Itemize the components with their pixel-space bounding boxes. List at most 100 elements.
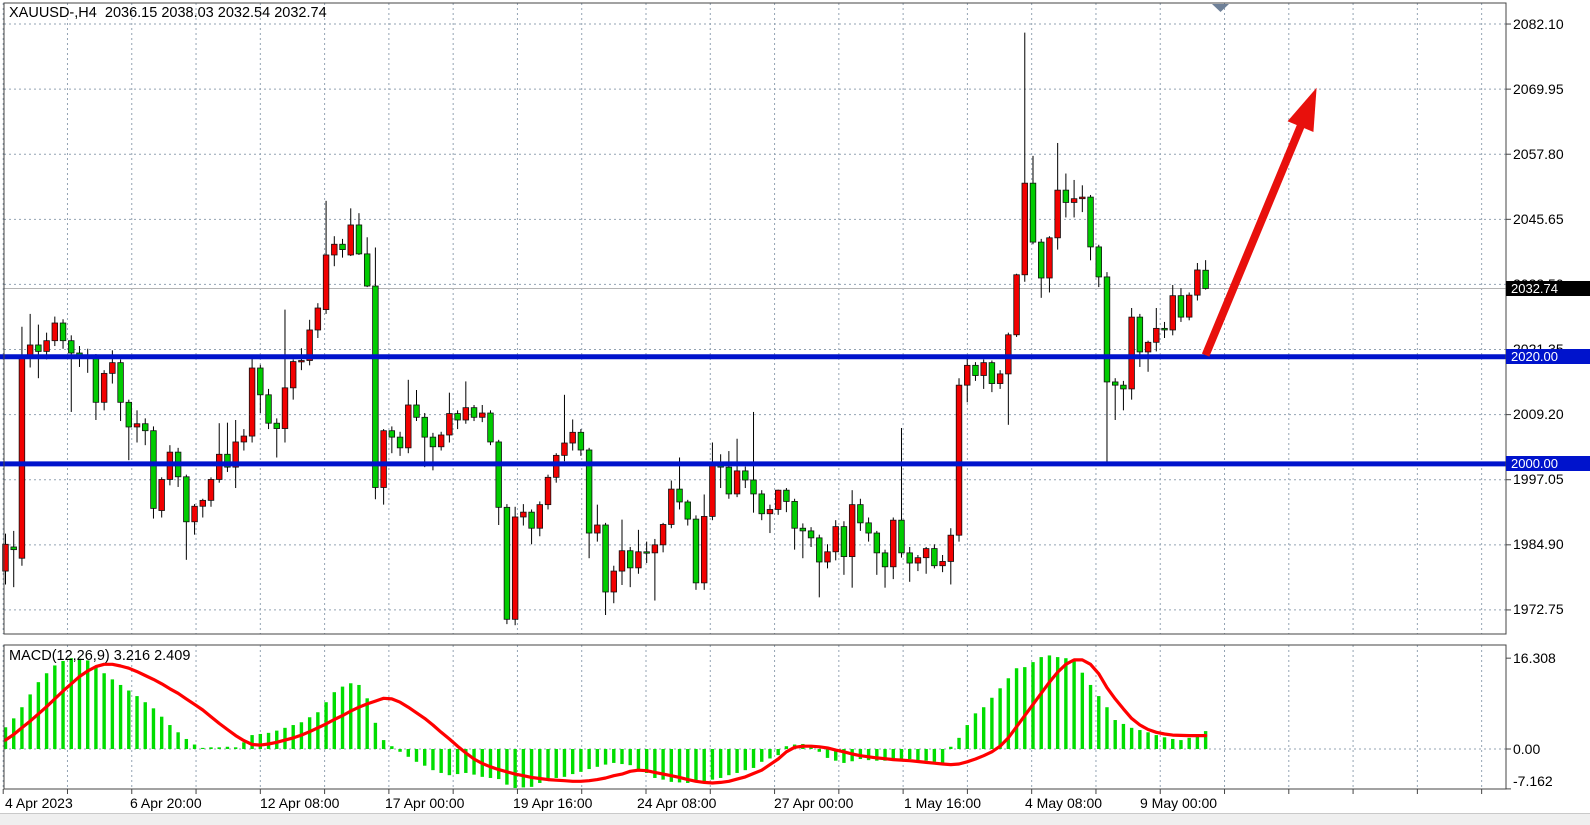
bear-candle [372,285,379,488]
macd-bar [77,658,82,749]
bull-candle [405,404,412,449]
bull-candle [1046,237,1053,279]
bear-candle [1103,276,1111,383]
macd-bar [242,742,246,749]
bull-candle [100,372,108,403]
macd-bar [1088,684,1093,749]
macd-bar [735,749,739,773]
time-axis-label: 9 May 00:00 [1140,795,1218,811]
time-axis-label: 1 May 16:00 [904,795,982,811]
macd-signal-value: 2.409 [154,648,191,664]
bear-candle [585,449,593,534]
time-axis-label: 12 Apr 08:00 [260,795,340,811]
bear-candle [388,430,396,438]
bear-candle [898,519,905,554]
current-price-tag: 2032.74 [1506,281,1590,296]
macd-bar [579,749,583,772]
bull-candle [158,479,165,511]
macd-bar [825,749,830,758]
bull-candle [1013,274,1020,336]
bear-candle [684,501,691,520]
trend-arrow-line[interactable] [1201,119,1307,357]
macd-bar [751,749,756,768]
bull-candle [701,516,708,584]
macd-bar [981,707,986,749]
bear-candle [495,441,502,508]
bull-candle [774,489,782,510]
macd-bar [768,749,772,759]
macd-bar [1154,735,1158,749]
macd-bar [858,749,863,760]
bull-candle [1079,196,1086,200]
bull-candle [955,384,963,536]
bull-candle [446,413,453,436]
macd-bar [61,660,65,749]
bear-candle [1062,189,1070,203]
macd-bar [653,749,657,778]
bull-candle [281,387,289,429]
macd-bar [398,749,402,752]
macd-bar [702,749,706,782]
bear-candle [363,253,371,287]
time-axis-label: 27 Apr 00:00 [774,795,854,811]
macd-bar [628,749,632,766]
bull-candle [947,534,954,562]
macd-bar [86,660,90,749]
macd-bar [390,746,394,749]
bull-candle [232,441,239,468]
macd-bar [1055,657,1060,749]
macd-bar [464,749,468,773]
macd-bar [1187,737,1191,749]
macd-bar [940,749,945,763]
bull-candle [709,464,716,517]
bull-candle [380,430,387,488]
macd-bar [44,673,49,749]
macd-bar [998,688,1002,749]
macd-bar [472,749,476,775]
bear-candle [117,362,124,403]
macd-bar [1195,735,1200,749]
macd-bar [225,746,230,749]
macd-bar [233,747,238,749]
macd-bar [266,732,271,749]
macd-bar [957,737,961,749]
macd-bar [694,749,698,783]
trend-arrow[interactable] [1201,87,1317,357]
bull-candle [462,407,470,421]
price-axis-label: 2069.95 [1513,80,1564,97]
macd-bar [718,749,723,778]
bull-candle [890,519,897,568]
macd-bar [118,684,123,749]
bear-candle [807,530,815,539]
macd-bar [1023,667,1027,749]
macd-bar [644,749,649,773]
macd-bar [817,749,821,752]
macd-histogram [3,655,1208,788]
macd-bar [439,749,443,773]
macd-bar [373,722,378,749]
macd-bar [1072,660,1076,749]
macd-bar [431,749,435,771]
macd-bar [1162,737,1167,749]
price-axis-label: 2009.20 [1513,406,1564,423]
trend-arrow-head[interactable] [1287,87,1317,132]
bull-candle [668,488,675,525]
bear-candle [273,422,280,429]
bull-candle [216,453,223,480]
macd-bar [990,697,994,749]
macd-bar [357,684,361,749]
macd-bar [3,727,8,749]
bull-candle [109,362,116,374]
bull-candle [922,548,930,559]
macd-bar [612,749,616,763]
bull-candle [594,524,601,534]
bear-candle [643,551,650,554]
bear-candle [413,404,420,418]
bull-candle [1153,327,1160,343]
macd-bar [899,749,904,761]
macd-bar [406,749,410,757]
macd-bar [908,749,912,760]
chart-title: XAUUSD-,H4 2036.15 2038.03 2032.54 2032.… [9,5,327,21]
bull-candle [2,543,9,572]
macd-panel-border [3,644,1507,790]
